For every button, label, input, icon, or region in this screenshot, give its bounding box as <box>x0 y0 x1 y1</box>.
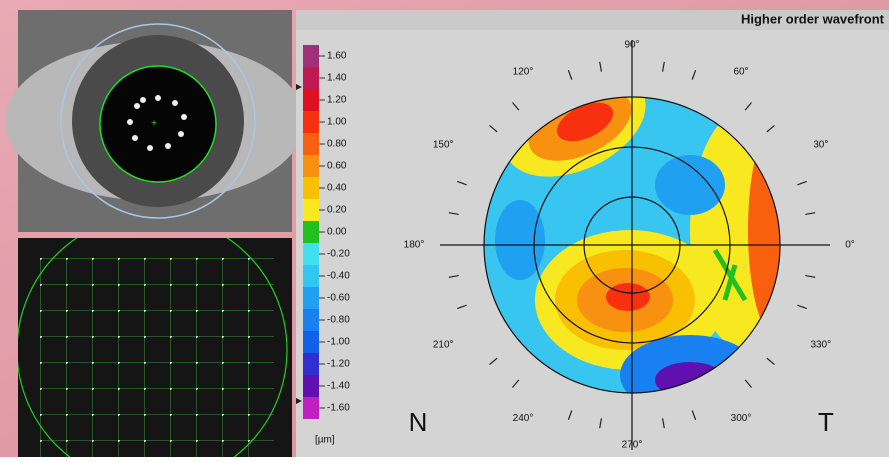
marker <box>296 84 302 90</box>
scale-swatch <box>303 265 319 287</box>
angle-label: 30° <box>813 140 828 151</box>
title-bar <box>296 10 889 30</box>
angle-label: 60° <box>733 66 748 77</box>
scale-label: 1.00 <box>327 117 347 128</box>
angle-tick <box>691 410 697 420</box>
scale-label: 0.20 <box>327 205 347 216</box>
scale-swatch <box>303 287 319 309</box>
angle-label: 330° <box>810 340 831 351</box>
scale-swatch <box>303 45 319 67</box>
angle-tick <box>766 124 775 133</box>
scale-swatch <box>303 111 319 133</box>
angle-label: 90° <box>624 40 639 51</box>
scale-label: 0.60 <box>327 161 347 172</box>
angle-label: 150° <box>433 140 454 151</box>
scale-swatch <box>303 397 319 419</box>
scale-swatch <box>303 67 319 89</box>
angle-tick <box>511 102 520 111</box>
scale-label: 1.40 <box>327 73 347 84</box>
angle-tick <box>744 379 753 388</box>
scale-label: 1.20 <box>327 95 347 106</box>
eye-image: + <box>5 10 305 232</box>
angle-tick <box>457 180 467 186</box>
scale-label: 1.60 <box>327 51 347 62</box>
angle-tick <box>489 124 498 133</box>
angle-label: 180° <box>404 240 425 251</box>
angle-tick <box>691 70 697 80</box>
scale-swatch <box>303 221 319 243</box>
map-rings <box>440 40 830 450</box>
panel-title: Higher order wavefront <box>741 11 885 26</box>
angle-label: 270° <box>622 440 643 451</box>
scale-swatch <box>303 309 319 331</box>
scale-label: 0.00 <box>327 227 347 238</box>
angle-tick <box>805 274 816 278</box>
scale-label: -1.20 <box>327 359 350 370</box>
scale-unit: [µm] <box>315 435 335 446</box>
angle-tick <box>744 102 753 111</box>
marker <box>296 398 302 404</box>
angle-tick <box>448 274 459 278</box>
angle-label: 210° <box>433 340 454 351</box>
angle-tick <box>805 212 816 216</box>
angle-label: 120° <box>513 66 534 77</box>
scale-swatch <box>303 331 319 353</box>
scale-label: -1.60 <box>327 403 350 414</box>
angle-tick <box>489 357 498 366</box>
scale-label: -0.80 <box>327 315 350 326</box>
scale-swatch <box>303 133 319 155</box>
svg-text:+: + <box>151 119 157 130</box>
angle-tick <box>797 180 807 186</box>
angle-tick <box>797 304 807 310</box>
angle-tick <box>511 379 520 388</box>
angle-tick <box>448 212 459 216</box>
scale-label: -1.00 <box>327 337 350 348</box>
angle-tick <box>661 418 665 429</box>
angle-tick <box>457 304 467 310</box>
angle-tick <box>567 70 573 80</box>
scale-swatch <box>303 177 319 199</box>
angle-label: 300° <box>731 413 752 424</box>
angle-label: 240° <box>513 413 534 424</box>
scale-swatch <box>303 155 319 177</box>
angle-tick <box>766 357 775 366</box>
nasal-label: N <box>409 407 428 437</box>
scale-label: 0.40 <box>327 183 347 194</box>
temporal-label: T <box>818 407 834 437</box>
angle-tick <box>661 61 665 72</box>
angle-tick <box>567 410 573 420</box>
scale-label: -0.60 <box>327 293 350 304</box>
scale-swatch <box>303 89 319 111</box>
spot-grid-image <box>18 238 292 457</box>
scale-swatch <box>303 353 319 375</box>
scale-label: -0.40 <box>327 271 350 282</box>
angle-tick <box>599 418 603 429</box>
scale-swatch <box>303 199 319 221</box>
scale-label: -0.20 <box>327 249 350 260</box>
scale-label: 0.80 <box>327 139 347 150</box>
scale-label: -1.40 <box>327 381 350 392</box>
angle-tick <box>599 61 603 72</box>
scale-swatch <box>303 375 319 397</box>
scale-swatch <box>303 243 319 265</box>
angle-label: 0° <box>845 240 855 251</box>
